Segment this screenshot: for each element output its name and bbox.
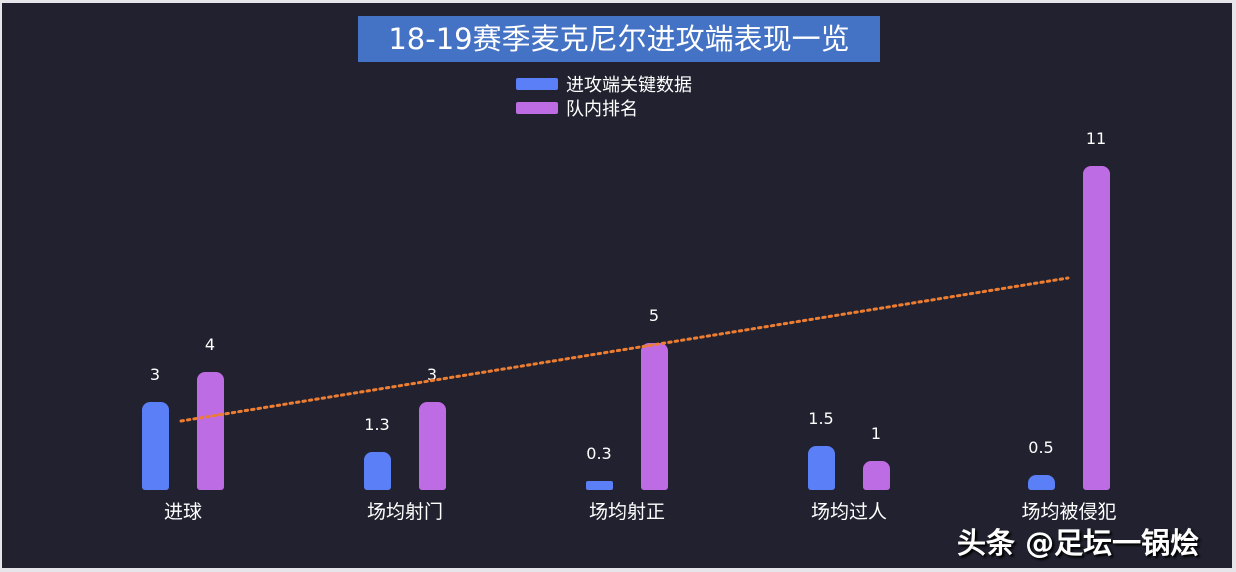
- legend-item-team-rank: 队内排名: [516, 96, 692, 120]
- chart-frame: 18-19赛季麦克尼尔进攻端表现一览 进攻端关键数据 队内排名 3 4 进球 1.3 3…: [2, 3, 1232, 568]
- data-label: 3: [149, 364, 161, 384]
- legend-swatch-purple: [516, 102, 558, 114]
- bar-key-stat: [807, 445, 835, 490]
- bar-key-stat: [363, 451, 391, 490]
- legend-item-key-stats: 进攻端关键数据: [516, 72, 692, 96]
- bar-team-rank: [862, 460, 890, 490]
- category-label: 场均射门: [366, 501, 443, 523]
- data-label: 1.5: [808, 408, 834, 428]
- data-label: 0.3: [586, 444, 612, 464]
- legend: 进攻端关键数据 队内排名: [516, 72, 692, 120]
- data-label: 4: [204, 335, 216, 354]
- legend-label: 队内排名: [566, 99, 638, 120]
- bar-team-rank: [640, 342, 668, 490]
- bar-team-rank: [196, 372, 224, 490]
- legend-swatch-blue: [516, 78, 558, 90]
- bar-team-rank: [1082, 165, 1110, 490]
- category-label: 场均射正: [588, 501, 665, 523]
- trendline: [179, 276, 1070, 423]
- plot-area: 3 4 进球 1.3 3 场均射门 0.3 5 场均射正 1.5 1 场均过人 0.5 11 场均被侵犯: [2, 3, 1232, 568]
- category-label: 进球: [163, 501, 202, 523]
- watermark: 头条 @足坛一锅烩: [957, 526, 1200, 560]
- bar-key-stat: [1027, 475, 1055, 490]
- bar-key-stat: [141, 401, 169, 490]
- data-label: 5: [648, 305, 660, 325]
- data-label: 1: [870, 423, 882, 443]
- data-label: 1.3: [364, 414, 390, 434]
- bar-team-rank: [418, 401, 446, 490]
- data-label: 11: [1085, 128, 1107, 148]
- bar-key-stat: [585, 481, 613, 490]
- data-label: 3: [426, 364, 438, 384]
- category-label: 场均被侵犯: [1021, 501, 1117, 523]
- legend-label: 进攻端关键数据: [566, 75, 692, 96]
- chart-title: 18-19赛季麦克尼尔进攻端表现一览: [358, 16, 880, 62]
- category-label: 场均过人: [810, 501, 887, 523]
- data-label: 0.5: [1028, 438, 1054, 458]
